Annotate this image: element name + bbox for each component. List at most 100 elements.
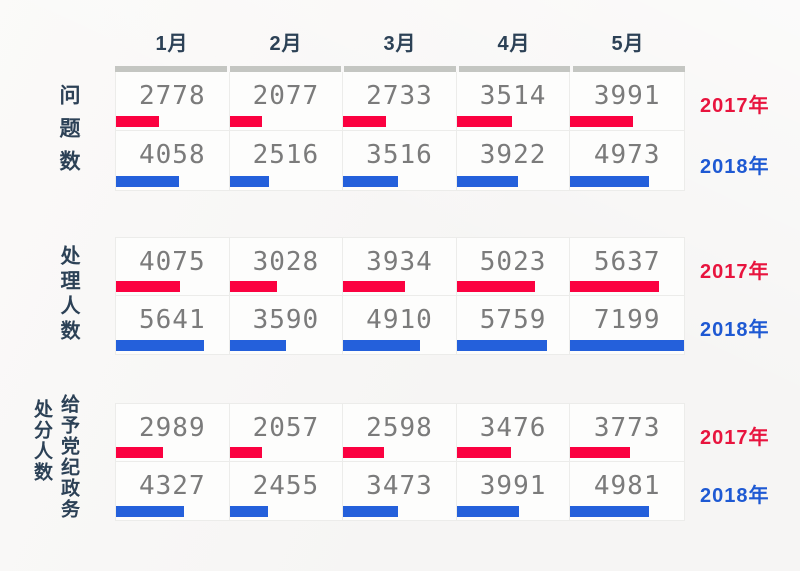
- section-table-handled-count: 4075 3028 3934 5023 5637 5641 3590 4910 …: [115, 237, 685, 355]
- bar-2017: [343, 447, 384, 458]
- month-label: 1月: [155, 33, 189, 55]
- data-cell: 2077: [229, 72, 344, 131]
- data-cell: 3922: [456, 131, 571, 190]
- data-cell: 2516: [229, 131, 344, 190]
- data-cell: 7199: [570, 296, 684, 354]
- bar-2017: [116, 116, 160, 127]
- value-label: 3028: [252, 247, 320, 277]
- data-cell: 3773: [570, 404, 684, 462]
- section-label-sanctioned-note: 给予党纪政务: [58, 394, 79, 520]
- value-label: 3473: [366, 471, 433, 501]
- value-label: 4327: [138, 471, 206, 501]
- data-cell: 5641: [116, 296, 230, 354]
- bar-2018: [456, 506, 520, 517]
- value-label: 4973: [593, 140, 661, 170]
- data-cell: 2598: [343, 404, 457, 462]
- section-label-problem-count: 问题数: [57, 84, 80, 183]
- value-label: 3514: [479, 81, 547, 111]
- value-label: 5759: [479, 305, 547, 335]
- bar-2017: [229, 116, 263, 127]
- data-cell: 3028: [229, 238, 344, 296]
- bar-2017: [456, 447, 512, 458]
- bar-2017: [116, 281, 180, 292]
- section-label-sanctioned-count: 处分人数: [31, 399, 52, 483]
- bar-2018: [116, 340, 205, 351]
- value-label: 3934: [366, 247, 433, 277]
- value-label: 4910: [366, 305, 433, 335]
- value-label: 3773: [593, 413, 661, 443]
- value-label: 4058: [138, 140, 206, 170]
- bar-2018: [116, 176, 180, 187]
- top-bar-segment: [458, 66, 571, 72]
- top-bar-segment: [229, 66, 342, 72]
- bar-2017: [229, 447, 262, 458]
- value-label: 2989: [138, 413, 206, 443]
- data-cell: 4327: [116, 462, 230, 520]
- month-header: 1月 2月 3月 4月 5月: [115, 27, 685, 55]
- bar-2017: [343, 281, 405, 292]
- data-cell: 4058: [116, 131, 230, 190]
- bar-2017: [570, 281, 660, 292]
- top-bar-segment: [344, 66, 456, 72]
- bar-2018: [343, 506, 398, 517]
- bar-2018: [456, 340, 547, 351]
- legend-2018-label: 2018年: [700, 156, 770, 178]
- data-cell: 3590: [229, 296, 344, 354]
- bar-2018: [570, 506, 649, 517]
- value-label: 5023: [479, 247, 547, 277]
- value-label: 7199: [593, 305, 661, 335]
- data-cell: 4981: [570, 462, 684, 520]
- data-cell: 3991: [570, 72, 684, 131]
- data-cell: 2733: [343, 72, 457, 131]
- value-label: 2598: [366, 413, 433, 443]
- bar-2017: [116, 447, 163, 458]
- value-label: 2516: [252, 140, 320, 170]
- value-label: 3991: [593, 81, 661, 111]
- bar-2018: [343, 340, 420, 351]
- bar-2017: [343, 116, 386, 127]
- value-label: 2057: [252, 413, 320, 443]
- top-bar-segment: [115, 66, 227, 72]
- table-top-bar: [115, 66, 685, 72]
- bar-2017: [229, 281, 277, 292]
- data-cell: 4910: [343, 296, 457, 354]
- section-table-problem-count: 2778 2077 2733 3514 3991 4058 2516 3516 …: [115, 72, 685, 191]
- bar-2018: [229, 176, 269, 187]
- data-cell: 5759: [456, 296, 571, 354]
- bar-2017: [570, 447, 630, 458]
- data-cell: 3991: [456, 462, 571, 520]
- bar-2018: [229, 340, 286, 351]
- month-label: 3月: [383, 33, 417, 55]
- legend-2017-label: 2017年: [700, 95, 770, 117]
- value-label: 2077: [252, 81, 320, 111]
- data-cell: 3476: [456, 404, 571, 462]
- data-cell: 5023: [456, 238, 571, 296]
- bar-2018: [343, 176, 399, 187]
- legend-2018-label: 2018年: [700, 485, 770, 507]
- bar-2017: [456, 281, 536, 292]
- value-label: 2733: [366, 81, 433, 111]
- data-cell: 4973: [570, 131, 684, 190]
- data-cell: 2057: [229, 404, 344, 462]
- bar-2018: [570, 176, 649, 187]
- bar-2018: [229, 506, 268, 517]
- value-label: 5637: [593, 247, 661, 277]
- data-cell: 2989: [116, 404, 230, 462]
- legend-2017-label: 2017年: [700, 261, 770, 283]
- data-cell: 4075: [116, 238, 230, 296]
- value-label: 2778: [138, 81, 206, 111]
- section-label-handled-count: 处理人数: [57, 245, 79, 345]
- data-cell: 2778: [116, 72, 230, 131]
- data-cell: 3516: [343, 131, 457, 190]
- month-label: 2月: [269, 33, 303, 55]
- data-cell: 3473: [343, 462, 457, 520]
- data-cell: 2455: [229, 462, 344, 520]
- value-label: 3516: [366, 140, 433, 170]
- bar-2018: [116, 506, 184, 517]
- value-label: 4981: [593, 471, 661, 501]
- value-label: 2455: [252, 471, 320, 501]
- data-cell: 3934: [343, 238, 457, 296]
- value-label: 3476: [479, 413, 547, 443]
- value-label: 3590: [252, 305, 320, 335]
